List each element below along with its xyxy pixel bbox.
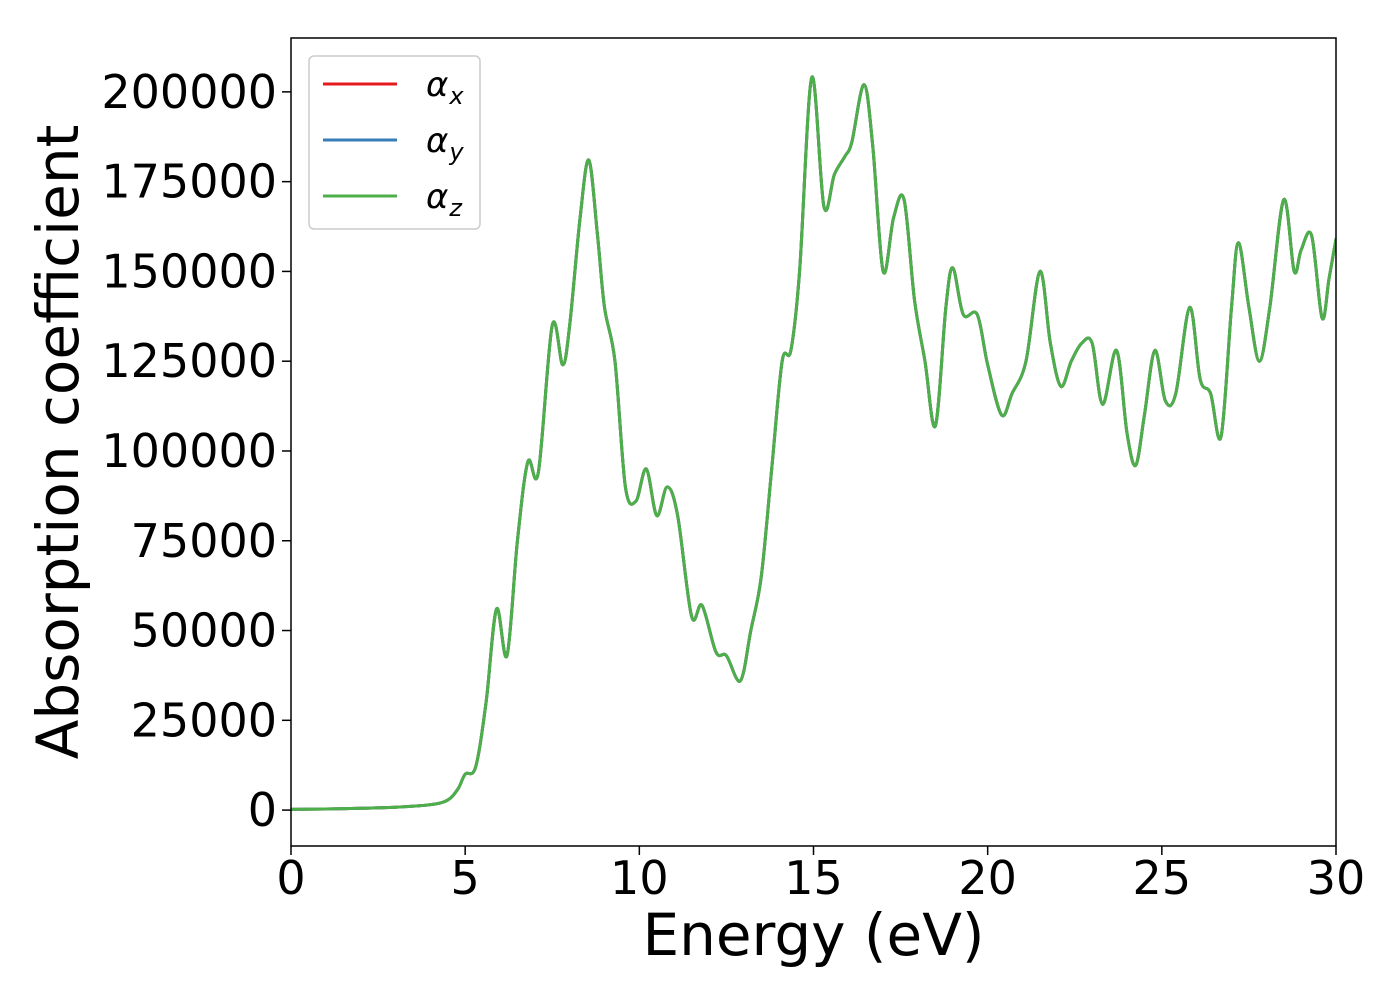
y-tick-label: 125000: [101, 334, 277, 388]
y-tick-label: 200000: [101, 65, 277, 119]
y-tick-label: 75000: [131, 514, 277, 568]
y-tick-label: 25000: [131, 693, 277, 747]
x-axis-ticks: 0 5 10 15 20 25 30: [276, 846, 1365, 905]
y-tick-label: 175000: [101, 155, 277, 209]
series-layer: [291, 75, 1336, 811]
x-tick-label: 10: [610, 851, 669, 905]
y-axis-ticks: 0 25000 50000 75000 100000 125000 150000 175000…: [101, 65, 291, 837]
series-line-z: [291, 75, 1336, 811]
x-tick-label: 5: [451, 851, 480, 905]
y-tick-label: 100000: [101, 424, 277, 478]
x-tick-label: 0: [276, 851, 305, 905]
x-tick-label: 15: [784, 851, 843, 905]
y-tick-label: 50000: [131, 604, 277, 658]
x-tick-label: 25: [1133, 851, 1192, 905]
x-tick-label: 30: [1307, 851, 1366, 905]
y-tick-label: 150000: [101, 244, 277, 298]
legend-box: [308, 55, 481, 230]
x-axis-label: Energy (eV): [642, 901, 984, 969]
x-tick-label: 20: [958, 851, 1017, 905]
y-axis-label: Absorption coefficient: [24, 125, 92, 760]
y-tick-label: 0: [248, 783, 277, 837]
